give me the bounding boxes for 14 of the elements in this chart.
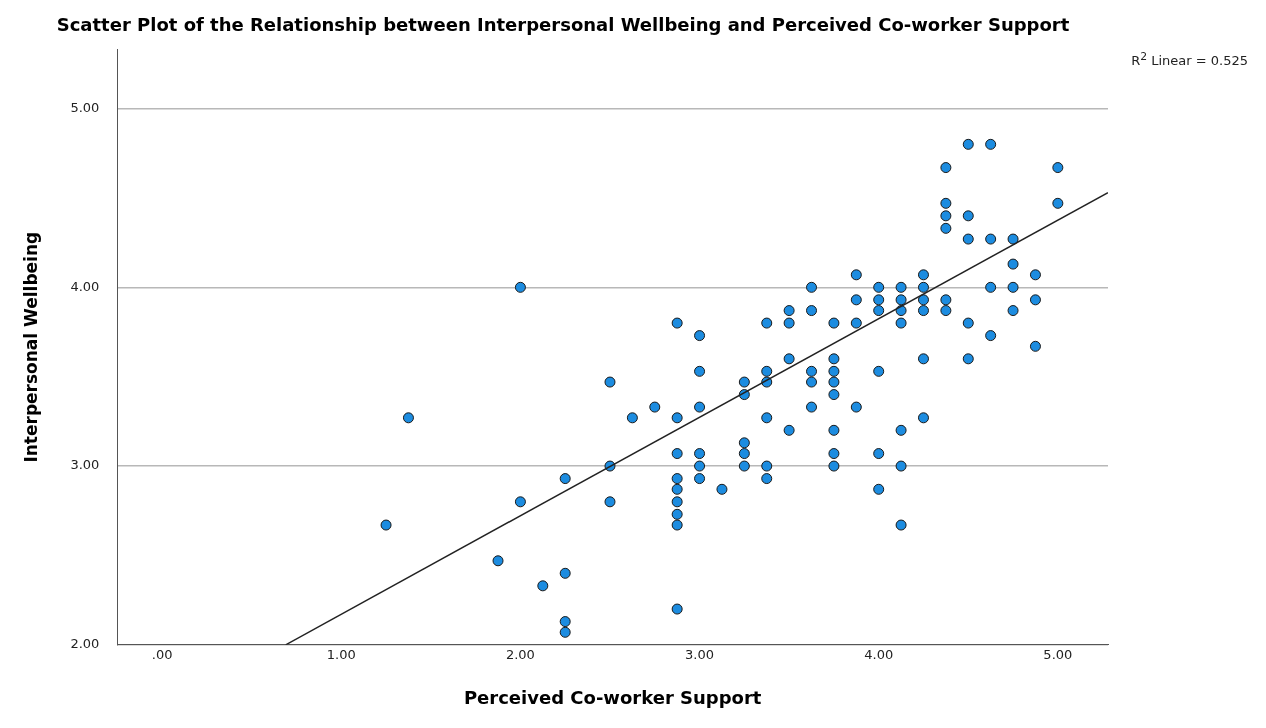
- y-tick-label: 5.00: [70, 99, 100, 115]
- y-axis-title: Interpersonal Wellbeing: [20, 231, 41, 463]
- x-tick-label: 2.00: [505, 646, 535, 662]
- x-tick-label: 4.00: [864, 646, 894, 662]
- y-tick-label: 2.00: [70, 636, 100, 652]
- y-tick-label: 3.00: [70, 457, 100, 473]
- chart-title: Scatter Plot of the Relationship between Interpersonal Wellbeing and Perceived Co-worker Support: [56, 14, 1070, 36]
- x-tick-label: 3.00: [685, 646, 715, 662]
- x-tick-label: 1.00: [326, 646, 356, 662]
- x-tick-label: 5.00: [1043, 646, 1073, 662]
- text: R$^{2}$ Linear = 0.525: [1131, 50, 1248, 69]
- y-tick-label: 4.00: [70, 278, 100, 294]
- x-axis-title: Perceived Co-worker Support: [463, 686, 762, 708]
- x-tick-label: .00: [151, 646, 173, 662]
